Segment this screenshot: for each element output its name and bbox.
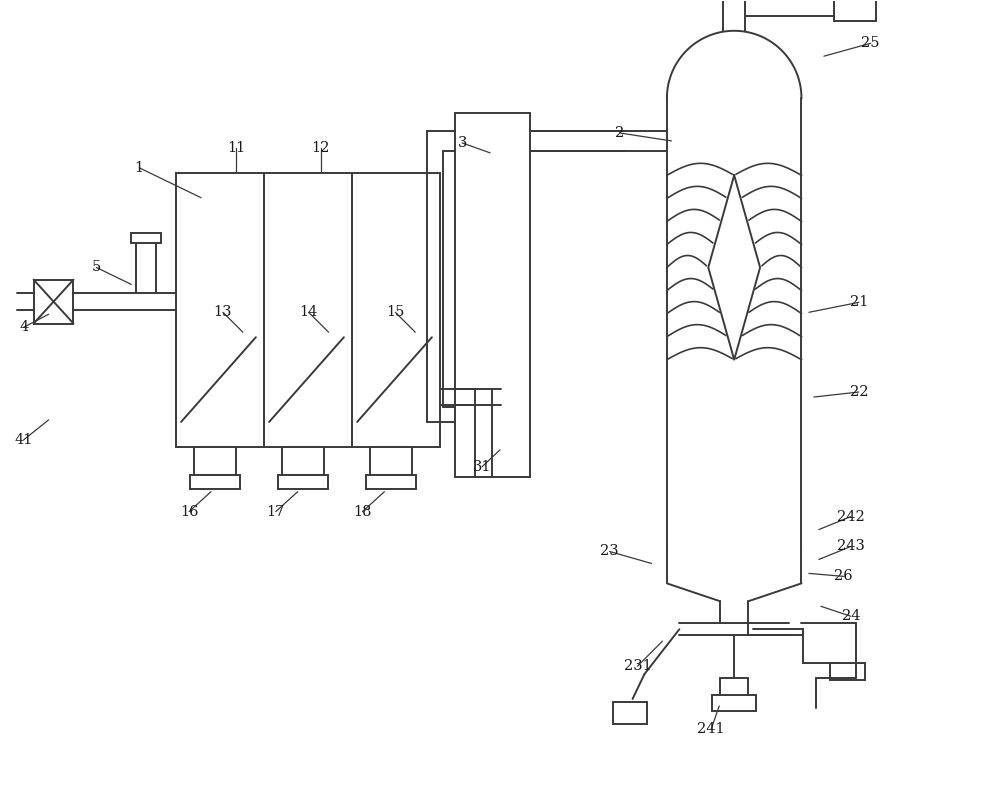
Text: 26: 26 <box>834 569 853 583</box>
Bar <box>830 663 865 680</box>
Text: 25: 25 <box>861 36 880 51</box>
Text: 3: 3 <box>457 136 467 150</box>
Bar <box>834 0 876 21</box>
Text: 13: 13 <box>214 306 232 319</box>
Text: 15: 15 <box>386 306 405 319</box>
Text: 12: 12 <box>311 141 330 155</box>
Bar <box>282 447 324 475</box>
Text: 23: 23 <box>600 545 619 558</box>
Text: 2: 2 <box>615 126 624 140</box>
Text: 5: 5 <box>92 261 101 274</box>
Text: 242: 242 <box>837 509 865 524</box>
Bar <box>712 695 756 711</box>
Text: 231: 231 <box>624 659 651 673</box>
Bar <box>366 475 416 488</box>
Bar <box>176 172 440 447</box>
Text: 16: 16 <box>180 504 198 519</box>
Text: 243: 243 <box>837 540 865 553</box>
Text: 18: 18 <box>353 504 372 519</box>
Bar <box>613 702 647 724</box>
Text: 1: 1 <box>135 161 144 175</box>
Text: 22: 22 <box>850 385 868 399</box>
Bar <box>455 113 530 476</box>
Text: 17: 17 <box>267 504 285 519</box>
Text: 241: 241 <box>697 722 725 736</box>
Text: 14: 14 <box>299 306 318 319</box>
Bar <box>190 475 240 488</box>
Text: 11: 11 <box>227 141 245 155</box>
Text: 41: 41 <box>14 433 33 447</box>
Text: 24: 24 <box>842 610 860 623</box>
Bar <box>34 280 73 323</box>
Text: 21: 21 <box>850 295 868 310</box>
Text: 31: 31 <box>473 460 491 474</box>
Bar <box>370 447 412 475</box>
Text: 4: 4 <box>19 320 28 334</box>
Bar <box>278 475 328 488</box>
Bar <box>194 447 236 475</box>
